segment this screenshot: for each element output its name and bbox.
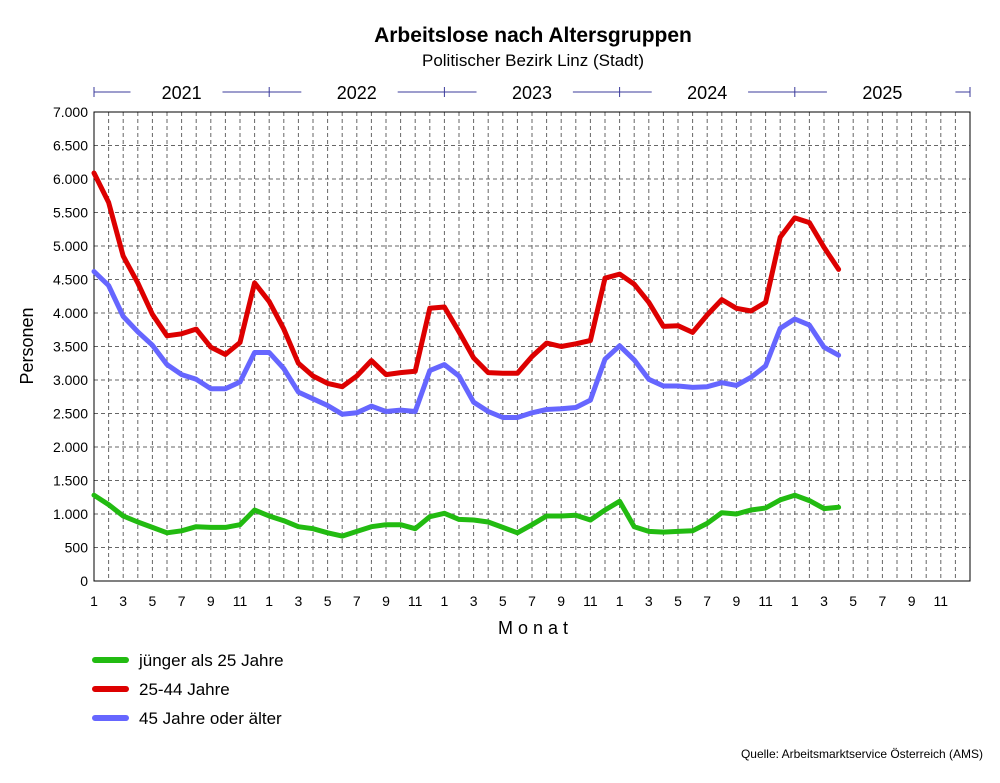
x-tick-label: 5 bbox=[324, 593, 332, 609]
x-tick-label: 3 bbox=[820, 593, 828, 609]
x-tick-label: 9 bbox=[908, 593, 916, 609]
legend-label: 25-44 Jahre bbox=[139, 680, 230, 699]
x-axis-ticks: 1 3 5 7 9 11 1 3 5 7 9 11 1 3 5 7 9 11 1 3 5 7 9 11 1 3 5 7 9 11 bbox=[90, 593, 948, 609]
y-tick-label: 5.500 bbox=[53, 205, 88, 221]
x-tick-label: 5 bbox=[674, 593, 682, 609]
x-axis-title: M o n a t bbox=[498, 618, 568, 638]
year-label: 2025 bbox=[862, 83, 902, 103]
y-tick-label: 5.000 bbox=[53, 238, 88, 254]
series-lines bbox=[91, 170, 842, 539]
x-tick-label: 9 bbox=[733, 593, 741, 609]
x-tick-label: 11 bbox=[934, 593, 949, 609]
x-tick-label: 1 bbox=[90, 593, 98, 609]
x-tick-label: 9 bbox=[207, 593, 215, 609]
x-tick-label: 7 bbox=[703, 593, 711, 609]
x-tick-label: 7 bbox=[178, 593, 186, 609]
x-tick-label: 3 bbox=[645, 593, 653, 609]
y-tick-label: 1.000 bbox=[53, 506, 88, 522]
x-tick-label: 5 bbox=[499, 593, 507, 609]
series-line-25-44-jahre bbox=[91, 170, 842, 390]
y-tick-label: 3.000 bbox=[53, 372, 88, 388]
chart-subtitle: Politischer Bezirk Linz (Stadt) bbox=[421, 51, 645, 70]
y-tick-label: 6.500 bbox=[53, 138, 88, 154]
y-axis-title: Personen bbox=[17, 307, 37, 384]
y-tick-label: 6.000 bbox=[53, 171, 88, 187]
source-note: Quelle: Arbeitsmarktservice Österreich (… bbox=[740, 747, 983, 761]
x-tick-label: 1 bbox=[616, 593, 624, 609]
year-axis: 2021 2022 2023 2024 2025 bbox=[93, 83, 971, 103]
x-tick-label: 11 bbox=[408, 593, 423, 609]
x-tick-label: 7 bbox=[353, 593, 361, 609]
y-tick-label: 4.000 bbox=[53, 305, 88, 321]
x-tick-label: 9 bbox=[557, 593, 565, 609]
x-tick-label: 5 bbox=[149, 593, 157, 609]
legend: jünger als 25 Jahre 25-44 Jahre 45 Jahre o… bbox=[92, 651, 284, 728]
y-axis-ticks: 0 500 1.000 1.500 2.000 2.500 3.000 3.500 4.000 4… bbox=[53, 104, 88, 589]
y-tick-label: 2.500 bbox=[53, 406, 88, 422]
x-tick-label: 1 bbox=[441, 593, 449, 609]
y-tick-label: 1.500 bbox=[53, 473, 88, 489]
x-tick-label: 11 bbox=[758, 593, 773, 609]
x-tick-label: 11 bbox=[583, 593, 598, 609]
x-tick-label: 1 bbox=[791, 593, 799, 609]
year-label: 2022 bbox=[337, 83, 377, 103]
series-line-j-nger-als-25-jahre bbox=[91, 492, 842, 539]
year-label: 2023 bbox=[512, 83, 552, 103]
x-tick-label: 1 bbox=[265, 593, 273, 609]
y-tick-label: 500 bbox=[65, 540, 89, 556]
x-tick-label: 3 bbox=[295, 593, 303, 609]
chart-title: Arbeitslose nach Altersgruppen bbox=[374, 24, 692, 47]
y-tick-label: 7.000 bbox=[53, 104, 88, 120]
legend-label: 45 Jahre oder älter bbox=[139, 709, 282, 728]
y-tick-label: 3.500 bbox=[53, 339, 88, 355]
grid-lines bbox=[94, 112, 970, 581]
x-tick-label: 11 bbox=[233, 593, 248, 609]
legend-label: jünger als 25 Jahre bbox=[138, 651, 284, 670]
x-tick-label: 7 bbox=[879, 593, 887, 609]
x-tick-label: 9 bbox=[382, 593, 390, 609]
plot-frame bbox=[93, 111, 971, 582]
year-label: 2024 bbox=[687, 83, 727, 103]
x-tick-label: 7 bbox=[528, 593, 536, 609]
series-line-45-jahre-oder-lter bbox=[91, 269, 842, 420]
x-tick-label: 3 bbox=[119, 593, 127, 609]
y-tick-label: 4.500 bbox=[53, 272, 88, 288]
x-tick-label: 5 bbox=[849, 593, 857, 609]
year-label: 2021 bbox=[162, 83, 202, 103]
x-tick-label: 3 bbox=[470, 593, 478, 609]
y-tick-label: 0 bbox=[80, 573, 88, 589]
y-tick-label: 2.000 bbox=[53, 439, 88, 455]
